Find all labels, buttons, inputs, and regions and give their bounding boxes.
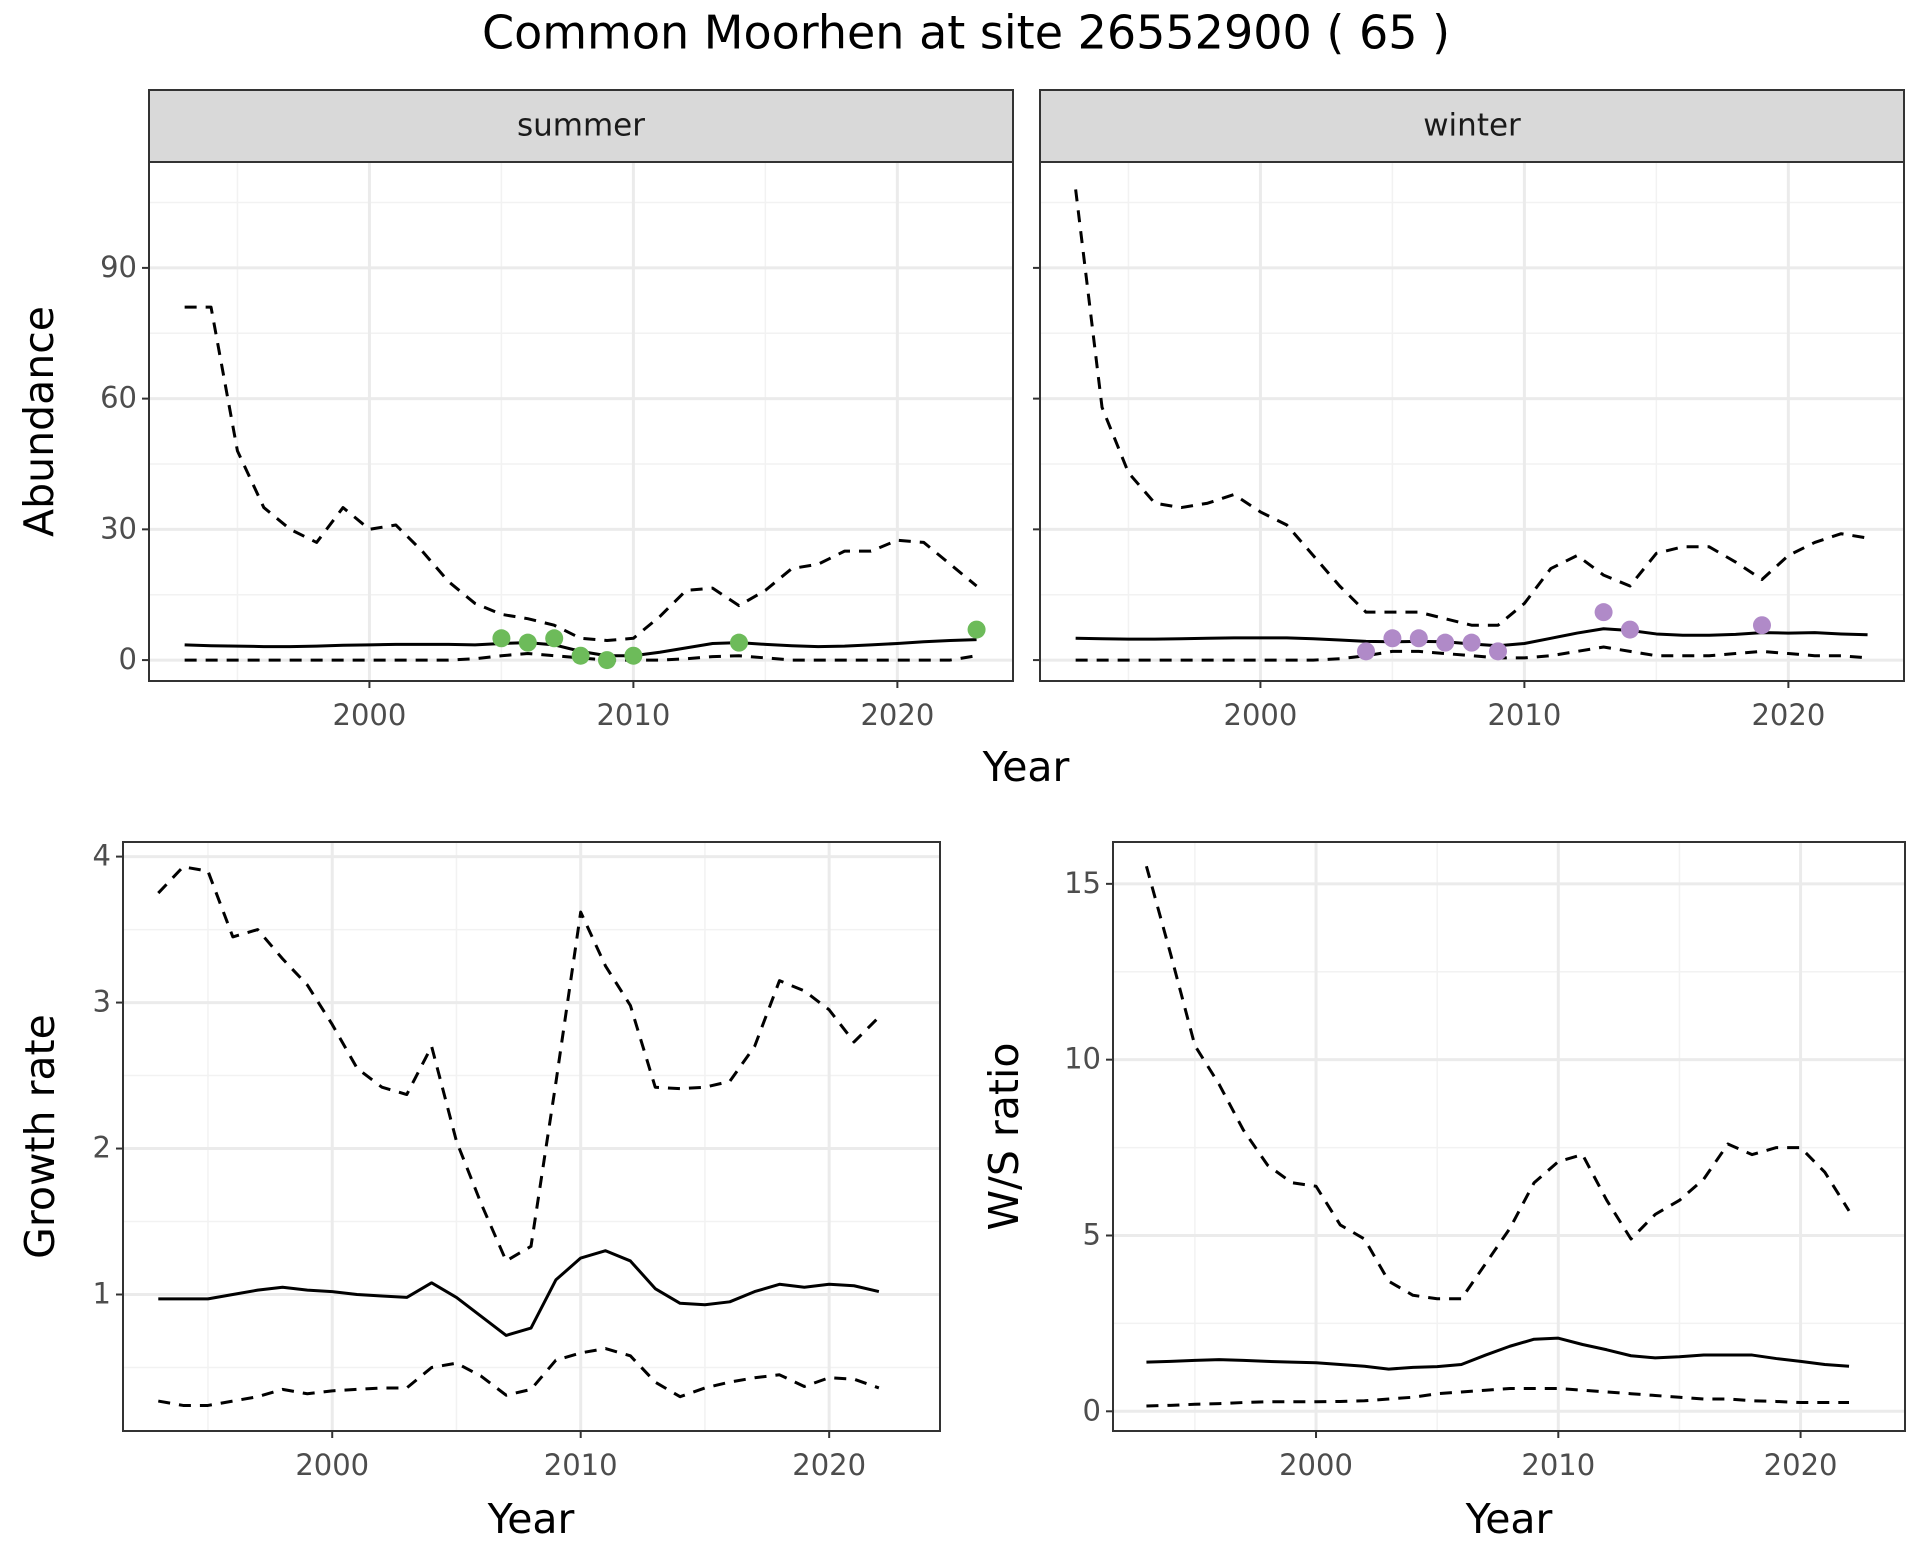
data-point — [1489, 642, 1508, 661]
data-point — [624, 646, 643, 665]
data-point — [1436, 633, 1455, 652]
data-point — [1752, 616, 1771, 635]
y-tick-label: 3 — [93, 985, 111, 1019]
y-tick-label: 0 — [119, 642, 137, 676]
bound-line — [184, 305, 978, 642]
x-tick-label: 2020 — [792, 1448, 866, 1482]
panel-border — [148, 161, 1014, 682]
y-tick-label: 2 — [93, 1131, 111, 1165]
x-tick-label: 2000 — [1279, 1448, 1353, 1482]
y-tick-label: 90 — [100, 250, 137, 284]
data-point — [492, 629, 511, 648]
x-tick-label: 2020 — [1764, 1448, 1838, 1482]
panel-border — [122, 841, 941, 1432]
panel-border — [1112, 841, 1906, 1432]
data-point — [1383, 629, 1402, 648]
y-axis-label: Growth rate — [16, 1014, 64, 1259]
panel-border — [1039, 161, 1905, 682]
facet-strip — [148, 89, 1014, 163]
x-tick-label: 2000 — [295, 1448, 369, 1482]
facet-label: summer — [517, 108, 645, 144]
data-point — [545, 629, 564, 648]
y-tick-label: 1 — [93, 1277, 111, 1311]
x-axis-label: Year — [1465, 1495, 1553, 1543]
x-axis-label: Year — [487, 1495, 575, 1543]
x-axis-label: Year — [982, 743, 1070, 791]
y-tick-label: 5 — [1083, 1217, 1101, 1251]
data-point — [1620, 620, 1639, 639]
x-tick-label: 2000 — [333, 698, 407, 732]
y-tick-label: 15 — [1064, 866, 1101, 900]
x-tick-label: 2000 — [1224, 698, 1298, 732]
data-point — [598, 651, 617, 670]
data-point — [1357, 642, 1376, 661]
data-point — [967, 620, 986, 639]
data-point — [1594, 603, 1613, 622]
x-tick-label: 2010 — [1521, 1448, 1595, 1482]
bound-line — [1074, 189, 1868, 627]
y-tick-label: 60 — [100, 381, 137, 415]
data-point — [1462, 633, 1481, 652]
trend-line — [1146, 1336, 1850, 1371]
y-tick-label: 10 — [1064, 1042, 1101, 1076]
facet-label: winter — [1423, 108, 1521, 144]
y-tick-label: 4 — [93, 839, 111, 873]
x-tick-label: 2020 — [860, 698, 934, 732]
trend-line — [158, 1249, 880, 1337]
y-axis-label: Abundance — [15, 306, 63, 537]
y-tick-label: 0 — [1083, 1393, 1101, 1427]
y-tick-label: 30 — [100, 511, 137, 545]
data-point — [571, 646, 590, 665]
data-point — [729, 633, 748, 652]
chart-title: Common Moorhen at site 26552900 ( 65 ) — [482, 6, 1450, 60]
bound-line — [157, 865, 880, 1263]
data-point — [1409, 629, 1428, 648]
bound-line — [1144, 865, 1851, 1301]
data-point — [518, 633, 537, 652]
facet-strip — [1039, 89, 1905, 163]
bound-line — [158, 1347, 880, 1407]
x-tick-label: 2010 — [1487, 698, 1561, 732]
x-tick-label: 2010 — [544, 1448, 618, 1482]
bound-line — [1075, 645, 1868, 662]
x-tick-label: 2020 — [1751, 698, 1825, 732]
bound-line — [184, 652, 977, 662]
x-tick-label: 2010 — [596, 698, 670, 732]
y-axis-label: W/S ratio — [980, 1043, 1028, 1231]
